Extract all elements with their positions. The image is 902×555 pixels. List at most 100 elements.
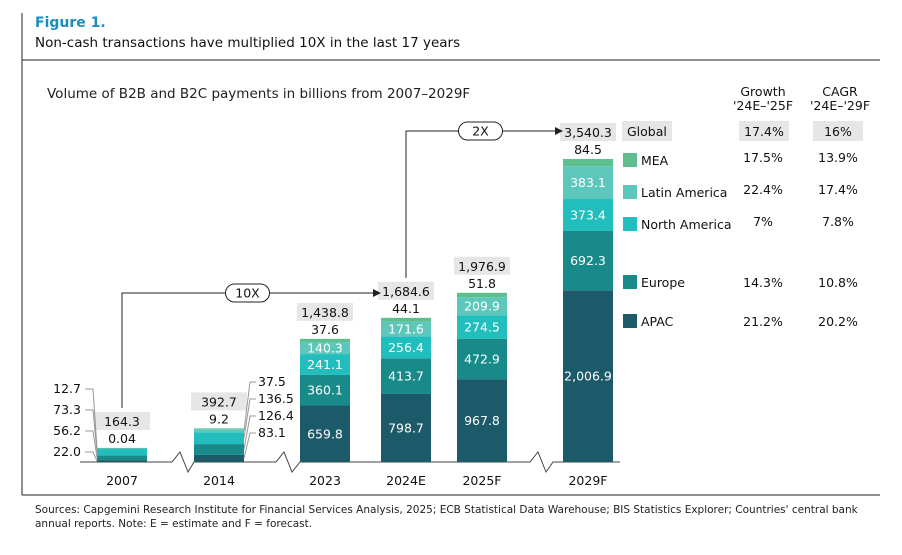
data-label: 967.8: [464, 413, 500, 428]
bar-segment-latin-america: [457, 297, 507, 316]
annotation-line: [405, 130, 555, 278]
cagr-value: 7.8%: [822, 214, 854, 229]
bar-segment-mea: [563, 159, 613, 167]
data-label: 22.0: [53, 444, 81, 459]
total-box: [454, 256, 510, 275]
legend-label: North America: [641, 217, 732, 232]
x-axis: [80, 451, 620, 474]
bar-segment-latin-america: [97, 447, 147, 450]
annotation-pill: [225, 283, 270, 303]
cagr-value: 20.2%: [818, 314, 858, 329]
bar-segment-europe: [457, 338, 507, 380]
bar-segment-north-america: [97, 449, 147, 456]
total-label: 164.3: [104, 414, 140, 429]
data-label: 692.3: [570, 253, 606, 268]
legend-label: APAC: [641, 314, 674, 329]
leader-line: [85, 409, 98, 453]
bar-segment-mea: [300, 338, 350, 343]
bar-segment-mea: [381, 317, 431, 322]
data-label-mea: 44.1: [392, 301, 420, 316]
data-label-mea: 0.04: [108, 431, 136, 446]
arrow-head-icon: [555, 127, 563, 135]
bar-segment-apac: [381, 393, 431, 462]
leader-line: [243, 432, 256, 459]
bar-segment-north-america: [300, 354, 350, 375]
growth-value: 14.3%: [743, 275, 783, 290]
growth-value: 7%: [753, 214, 773, 229]
global-box: [622, 121, 672, 141]
growth-value: 17.4%: [744, 124, 784, 139]
bar-segment-north-america: [194, 432, 244, 445]
total-label: 3,540.3: [564, 125, 612, 140]
legend-swatch: [623, 185, 637, 199]
data-label-mea: 51.8: [468, 276, 496, 291]
bar-segment-latin-america: [563, 166, 613, 200]
data-label: 241.1: [307, 357, 343, 372]
source-note: Sources: Capgemini Research Institute fo…: [35, 504, 858, 530]
total-box: [94, 411, 150, 430]
bar-segment-europe: [97, 455, 147, 461]
data-label: 373.4: [570, 208, 606, 223]
growth-value: 17.5%: [743, 150, 783, 165]
bar-segment-mea: [194, 428, 244, 430]
column-header: CAGR: [822, 84, 858, 99]
bar-segment-europe: [563, 230, 613, 291]
bar-segment-apac: [457, 379, 507, 462]
legend-swatch: [623, 217, 637, 231]
legend-label: MEA: [641, 153, 669, 168]
tick-label: 2025F: [462, 473, 501, 488]
bar-segment-latin-america: [381, 321, 431, 337]
total-box: [560, 123, 616, 142]
cagr-value: 10.8%: [818, 275, 858, 290]
column-header: '24E–'29F: [810, 98, 870, 113]
data-label: 171.6: [388, 321, 424, 336]
leader-line: [243, 381, 256, 431]
data-label-mea: 84.5: [574, 142, 602, 157]
annotation-pill: [458, 121, 503, 141]
bar-segment-north-america: [563, 199, 613, 231]
bar-segment-europe: [381, 358, 431, 394]
total-box: [297, 302, 353, 321]
growth-value: 22.4%: [743, 182, 783, 197]
data-label: 2,006.9: [564, 369, 612, 384]
data-label: 798.7: [388, 420, 424, 435]
data-label: 136.5: [258, 391, 294, 406]
figure-label: Figure 1.: [35, 15, 106, 31]
data-label: 73.3: [53, 402, 81, 417]
annotation-line: [121, 292, 373, 408]
leader-line: [243, 398, 256, 439]
leader-line: [85, 451, 98, 462]
bar-segment-latin-america: [194, 429, 244, 433]
data-label: 274.5: [464, 319, 500, 334]
data-label-mea: 9.2: [209, 411, 229, 426]
leader-line: [243, 415, 256, 450]
tick-label: 2029F: [568, 473, 607, 488]
legend-swatch: [623, 314, 637, 328]
legend-swatch: [623, 275, 637, 289]
legend-swatch: [623, 153, 637, 167]
total-label: 1,684.6: [382, 284, 430, 299]
legend-label: Europe: [641, 275, 685, 290]
bar-segment-europe: [194, 444, 244, 455]
cagr-value: 13.9%: [818, 150, 858, 165]
data-label: 126.4: [258, 408, 294, 423]
column-header: '24E–'25F: [733, 98, 793, 113]
data-label: 37.5: [258, 374, 286, 389]
data-label: 659.8: [307, 426, 343, 441]
cagr-box: [813, 121, 863, 141]
data-label: 413.7: [388, 368, 424, 383]
leader-line: [85, 430, 98, 458]
data-label: 56.2: [53, 423, 81, 438]
annotation-label: 10X: [235, 286, 260, 301]
data-label: 383.1: [570, 175, 606, 190]
total-box: [191, 392, 247, 411]
tick-label: 2023: [309, 473, 341, 488]
bar-segment-europe: [300, 374, 350, 406]
leader-line: [85, 388, 98, 449]
annotation-label: 2X: [472, 124, 489, 139]
bar-segment-apac: [194, 454, 244, 462]
chart-title: Volume of B2B and B2C payments in billio…: [47, 86, 471, 102]
data-label: 83.1: [258, 425, 286, 440]
bar-segment-mea: [97, 447, 147, 449]
